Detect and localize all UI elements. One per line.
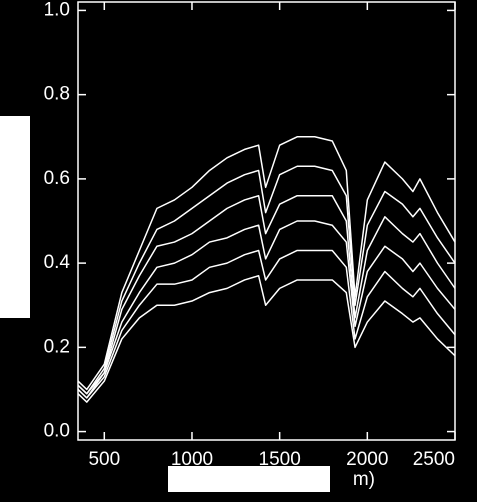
spectrum-line: [77, 249, 456, 399]
x-tick-label: 2000: [346, 449, 388, 470]
y-tick-label: 0.8: [44, 84, 70, 105]
y-tick-label: 1.0: [44, 0, 70, 20]
y-label-cover: [0, 116, 30, 318]
y-tick-label: 0.6: [44, 168, 70, 189]
spectrum-line: [77, 136, 456, 391]
x-tick-label: 1500: [259, 449, 301, 470]
spectrum-line: [77, 165, 456, 395]
x-tick-label: 1000: [171, 449, 213, 470]
spectrum-line: [77, 275, 456, 403]
spectrum-line: [77, 220, 456, 399]
x-axis-label: m): [353, 469, 375, 490]
y-tick-label: 0.2: [44, 336, 70, 357]
x-tick-label: 2500: [413, 449, 455, 470]
x-label-cover: [168, 466, 330, 492]
y-tick-label: 0.4: [44, 252, 71, 273]
y-tick-label: 0.0: [44, 421, 70, 442]
x-tick-label: 500: [88, 449, 120, 470]
spectrum-line: [77, 194, 456, 395]
plot-frame: [77, 1, 456, 441]
